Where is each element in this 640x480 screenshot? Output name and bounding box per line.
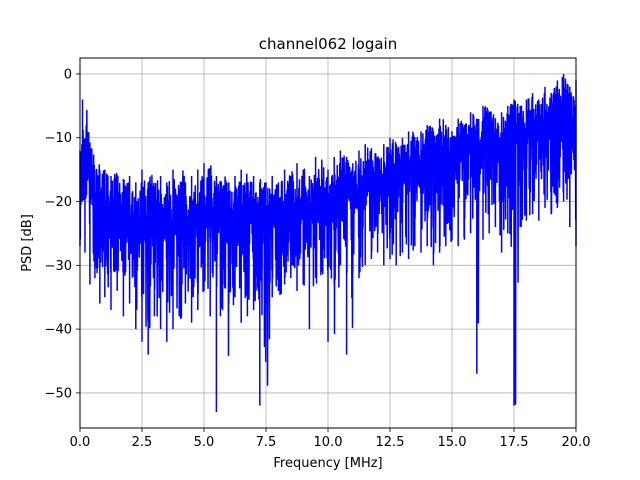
y-axis-label: PSD [dB] (20, 214, 35, 272)
x-tick-label: 12.5 (376, 435, 405, 450)
axis-ticks: 0.0 2.5 5.0 7.5 10.0 12.5 15.0 17.5 20.0 0 −10 −20 −… (45, 67, 591, 450)
x-tick-label: 0.0 (70, 435, 91, 450)
x-tick-label: 20.0 (562, 435, 591, 450)
plot-data (79, 73, 577, 413)
y-tick-label: 0 (64, 67, 72, 82)
x-tick-label: 2.5 (132, 435, 153, 450)
x-tick-label: 7.5 (256, 435, 277, 450)
y-tick-label: −40 (45, 323, 72, 338)
x-axis-label: Frequency [MHz] (273, 456, 382, 471)
x-tick-label: 5.0 (194, 435, 215, 450)
y-tick-label: −50 (45, 386, 72, 401)
x-tick-label: 15.0 (438, 435, 467, 450)
x-tick-label: 10.0 (314, 435, 343, 450)
chart-title: channel062 logain (259, 35, 398, 53)
psd-series-line (79, 73, 577, 413)
y-tick-label: −20 (45, 195, 72, 210)
x-tick-label: 17.5 (500, 435, 529, 450)
y-tick-label: −10 (45, 131, 72, 146)
y-tick-label: −30 (45, 259, 72, 274)
